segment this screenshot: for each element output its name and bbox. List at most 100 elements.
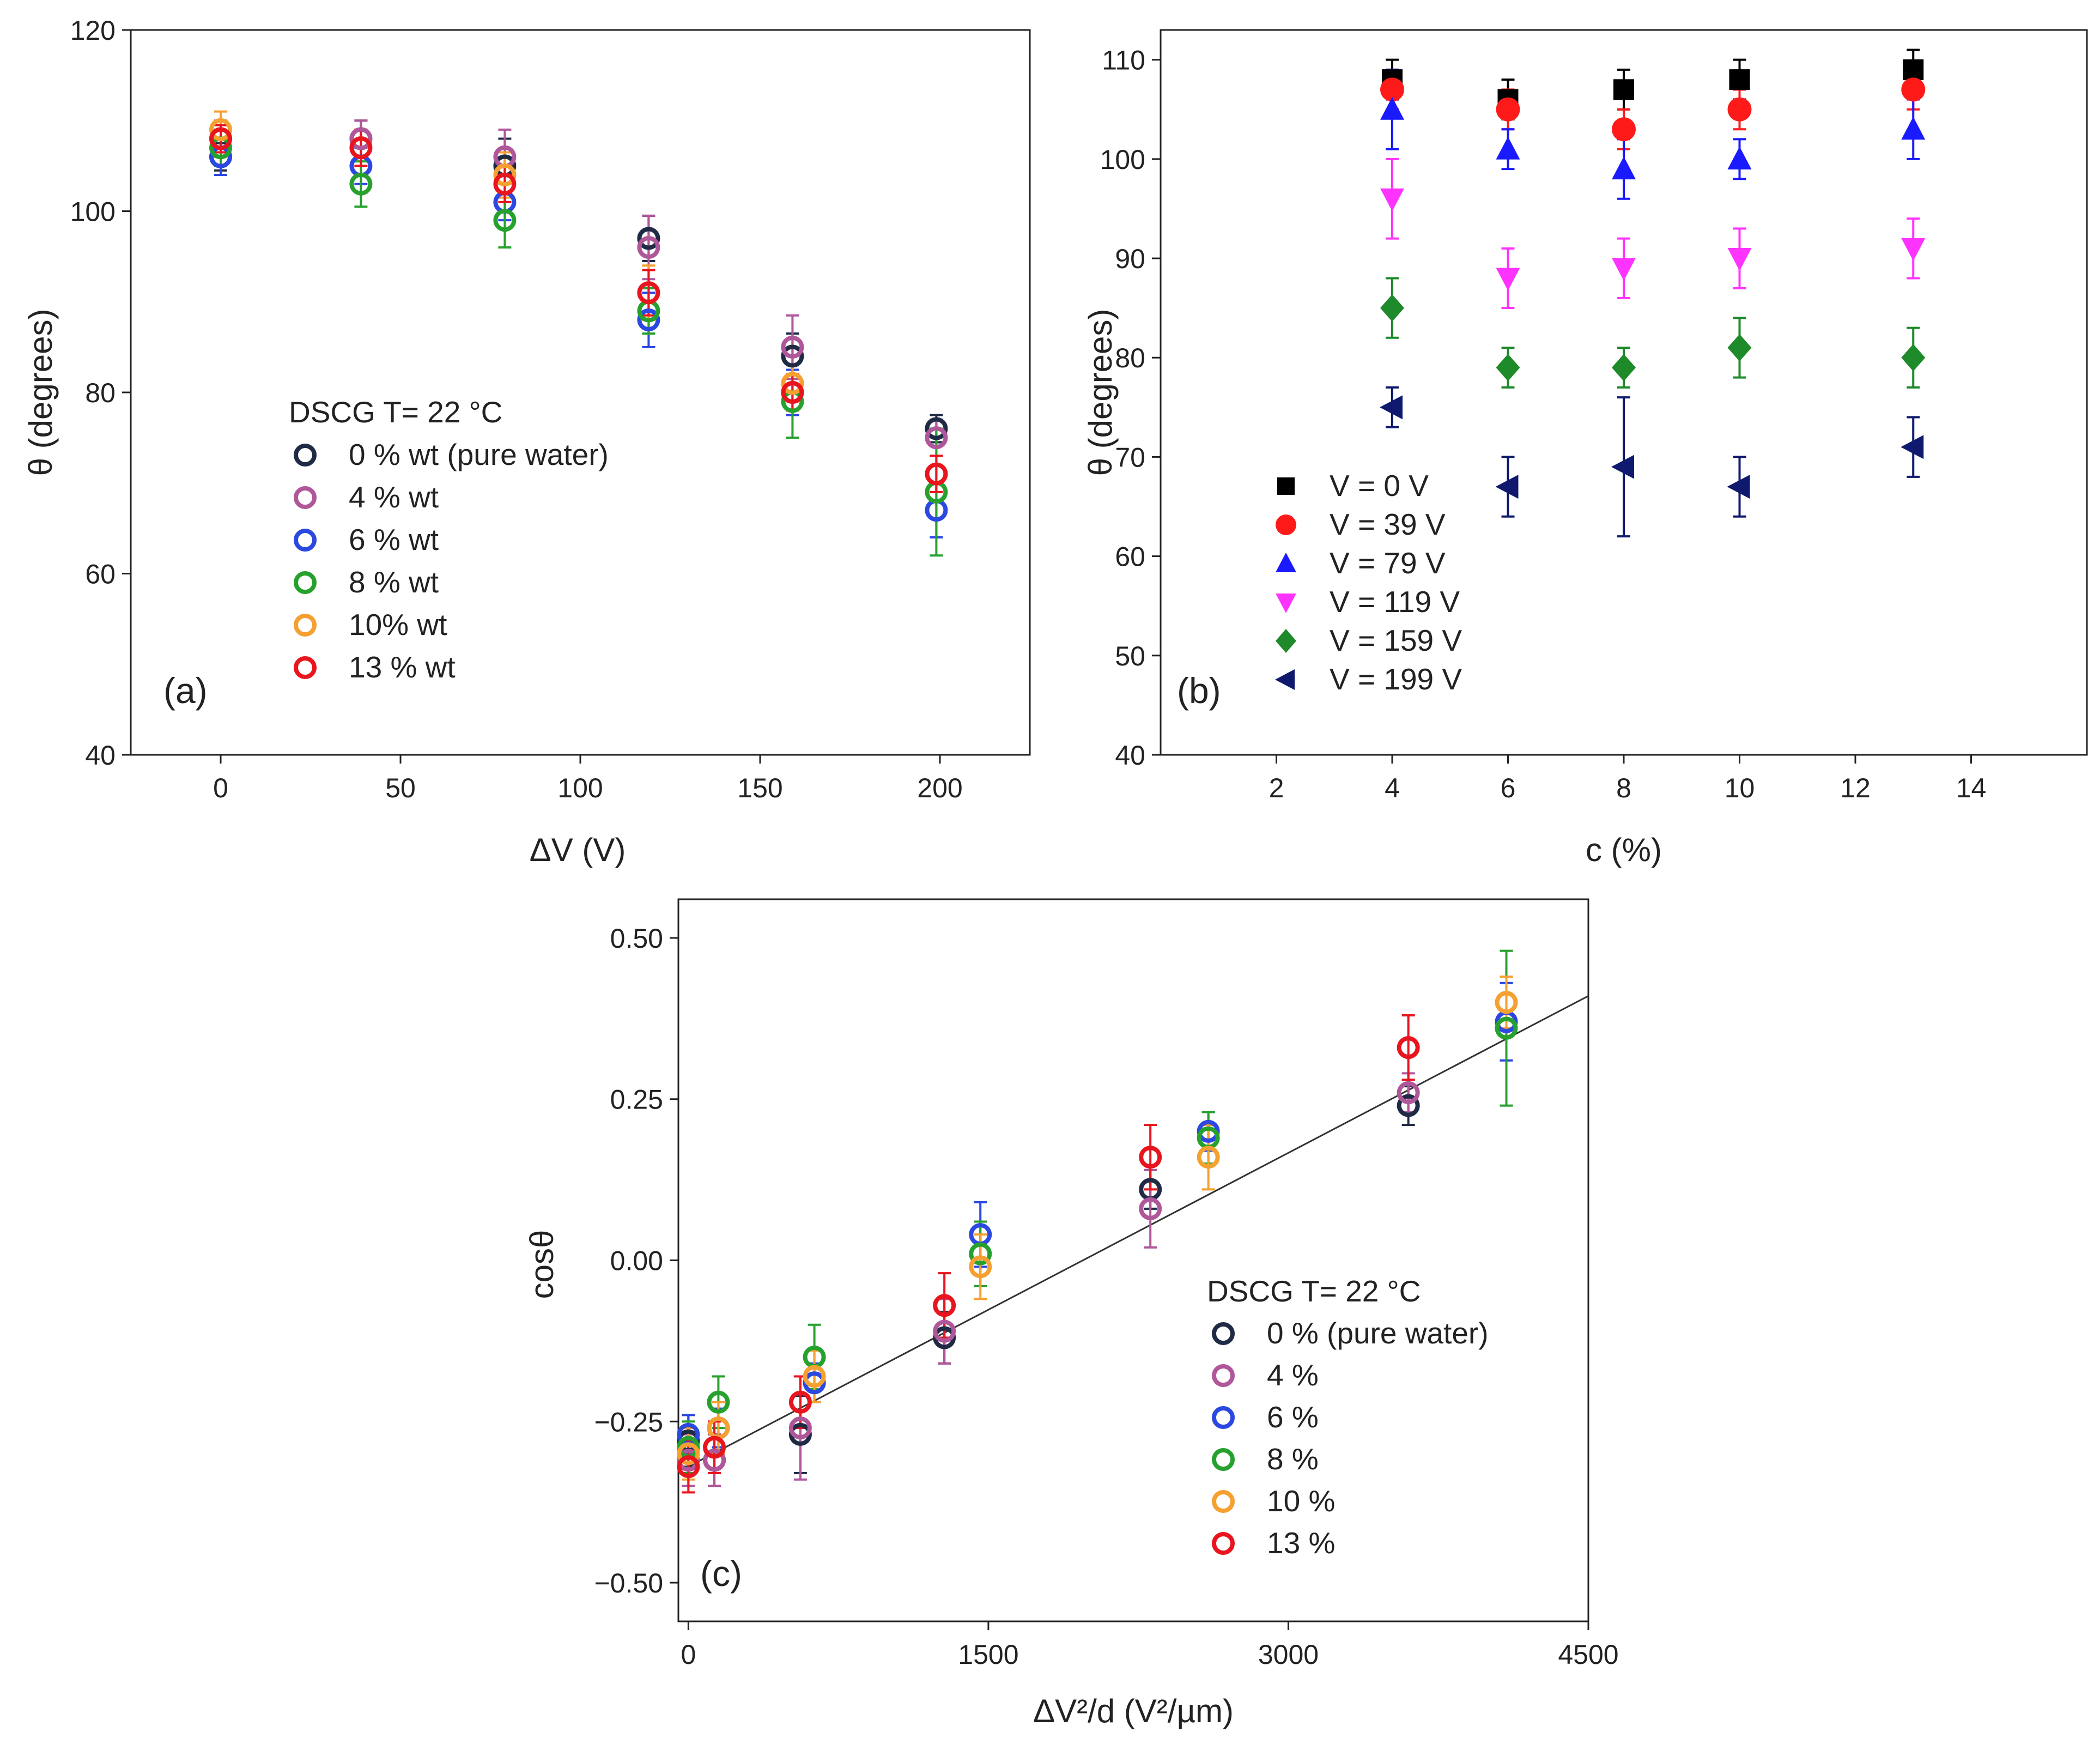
data-point xyxy=(1727,475,1750,499)
legend-title-c: DSCG T= 22 °C xyxy=(1207,1274,1421,1308)
data-point xyxy=(781,381,804,404)
data-point xyxy=(925,462,948,486)
x-tick-label: 8 xyxy=(1616,773,1631,803)
data-point xyxy=(1380,395,1403,420)
data-point xyxy=(1901,77,1926,102)
data-point xyxy=(493,164,517,186)
y-tick-label: −0.50 xyxy=(594,1568,663,1598)
data-point xyxy=(1496,354,1520,382)
legend-marker xyxy=(1212,1532,1235,1555)
x-tick-label: 3000 xyxy=(1258,1639,1319,1670)
legend-entry-label: V = 79 V xyxy=(1330,546,1446,580)
panel-label-b: (b) xyxy=(1177,670,1221,711)
data-point xyxy=(1903,59,1924,80)
data-point xyxy=(1729,69,1750,90)
data-point xyxy=(707,1390,730,1414)
data-points-c xyxy=(677,991,1518,1479)
plot-frame-a xyxy=(130,29,1031,756)
legend-marker xyxy=(1212,1406,1235,1429)
data-point xyxy=(677,1455,700,1479)
panel-a: 0 50 100 150 200 40 60 80 100 120 ΔV (V) θ (degre… xyxy=(22,15,1031,868)
y-tick-label: 0.25 xyxy=(610,1085,663,1115)
data-point xyxy=(637,227,660,250)
data-point xyxy=(1397,1094,1420,1117)
x-tick-label: 2 xyxy=(1269,773,1284,803)
legend-marker xyxy=(1276,594,1296,613)
legend-entry-label: 4 % wt xyxy=(349,480,439,514)
panel-b: 2 4 6 8 10 12 14 40 50 60 70 80 90 100 110 c (%) θ (de… xyxy=(1082,29,2088,868)
legend-entry-label: 0 % (pure water) xyxy=(1267,1316,1489,1350)
data-point xyxy=(1901,435,1924,459)
plot-frame-c xyxy=(677,898,1589,1622)
legend-marker xyxy=(294,656,317,679)
y-tick-label: 0.50 xyxy=(610,923,663,954)
data-points-a xyxy=(209,118,948,522)
data-point xyxy=(1611,455,1634,479)
legend-entry-label: 13 % xyxy=(1267,1526,1335,1560)
y-tick-label: 80 xyxy=(85,378,116,408)
legend-marker xyxy=(1276,629,1296,653)
x-axis-label-b: c (%) xyxy=(1586,832,1662,868)
legend-entry-label: 13 % wt xyxy=(349,650,456,684)
x-tick-label: 10 xyxy=(1725,773,1755,803)
legend-marker xyxy=(1275,669,1295,690)
data-point xyxy=(209,127,232,150)
x-tick-label: 1500 xyxy=(958,1639,1018,1670)
data-points-b xyxy=(1380,59,1926,499)
data-point xyxy=(969,1242,992,1265)
data-point xyxy=(349,172,373,196)
legend-entry-label: 8 % wt xyxy=(349,565,439,599)
y-tick-label: 40 xyxy=(1115,740,1145,771)
legend-entry-label: 10% wt xyxy=(349,608,447,641)
legend-marker xyxy=(294,486,317,509)
x-axis-label-c: ΔV²/d (V²/µm) xyxy=(1033,1693,1234,1729)
data-point xyxy=(1901,238,1926,261)
data-point xyxy=(1496,268,1520,291)
tick-group-b: 2 4 6 8 10 12 14 40 50 60 70 80 90 100 110 xyxy=(1100,45,1987,803)
data-point xyxy=(1380,96,1404,120)
data-point xyxy=(788,1416,812,1440)
data-point xyxy=(1727,97,1752,122)
data-point xyxy=(1397,1081,1420,1104)
y-tick-label: 60 xyxy=(85,559,116,590)
legend-entry-label: 10 % xyxy=(1267,1484,1335,1518)
legend-marker xyxy=(1212,1490,1235,1513)
data-point xyxy=(781,372,804,395)
legend-marker xyxy=(1212,1364,1235,1387)
data-point xyxy=(925,426,948,450)
data-point xyxy=(1397,1036,1420,1059)
data-point xyxy=(1727,334,1752,362)
legend-b: V = 0 V V = 39 V V = 79 V V = 119 V V = 159 … xyxy=(1275,469,1462,696)
legend-entry-label: V = 159 V xyxy=(1330,623,1462,657)
data-point xyxy=(1380,77,1404,102)
data-point xyxy=(493,172,517,196)
data-point xyxy=(788,1390,812,1414)
data-point xyxy=(703,1436,726,1459)
x-tick-label: 4 xyxy=(1385,773,1400,803)
data-point xyxy=(933,1294,956,1317)
data-point xyxy=(677,1442,700,1466)
y-tick-label: 0.00 xyxy=(610,1246,663,1276)
legend-marker xyxy=(294,444,317,467)
data-point xyxy=(933,1319,956,1343)
data-point xyxy=(1496,136,1520,160)
data-point xyxy=(209,118,232,141)
legend-marker xyxy=(1212,1322,1235,1345)
y-tick-label: 90 xyxy=(1115,244,1145,274)
legend-marker xyxy=(1276,553,1296,572)
y-axis-label-c: cosθ xyxy=(524,1230,560,1299)
legend-entry-label: V = 39 V xyxy=(1330,507,1446,541)
data-point xyxy=(1612,156,1636,180)
data-point xyxy=(349,136,373,160)
data-point xyxy=(969,1255,992,1279)
y-tick-label: 110 xyxy=(1102,45,1145,76)
y-axis-label-a: θ (degrees) xyxy=(22,309,59,476)
data-point xyxy=(781,344,804,368)
data-point xyxy=(1495,475,1519,499)
data-point xyxy=(1727,146,1752,169)
legend-entry-label: 8 % xyxy=(1267,1442,1319,1476)
legend-entry-label: 6 % xyxy=(1267,1400,1319,1434)
data-point xyxy=(637,236,660,259)
data-point xyxy=(637,308,660,331)
x-tick-label: 6 xyxy=(1501,773,1516,803)
